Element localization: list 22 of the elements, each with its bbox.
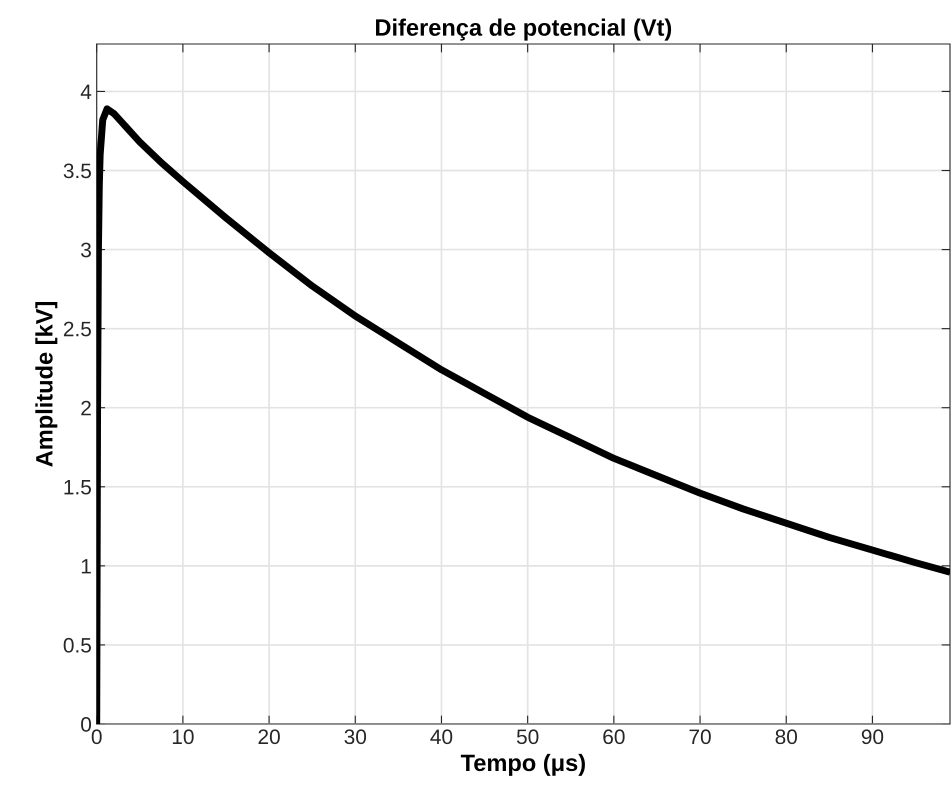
- x-tick-label: 60: [603, 729, 625, 744]
- y-tick-label: 2.5: [64, 322, 91, 336]
- x-tick-label: 20: [258, 729, 280, 744]
- x-tick-label: 80: [776, 729, 798, 744]
- y-tick-label: 3: [81, 242, 91, 258]
- y-tick-label: 4: [80, 84, 92, 99]
- x-tick-label: 90: [862, 729, 884, 744]
- y-tick-label: 1.5: [64, 480, 91, 495]
- y-tick-label: 2: [81, 400, 91, 416]
- x-tick-label: 40: [430, 729, 452, 744]
- y-axis-title: Amplitude [kV]: [35, 302, 58, 467]
- chart-title: Diferença de potencial (Vt): [376, 18, 672, 41]
- y-tick-label: 1: [82, 559, 91, 574]
- x-tick-label: 30: [344, 729, 366, 744]
- x-tick-label: 70: [690, 729, 711, 744]
- x-tick-label: 10: [172, 729, 194, 744]
- x-tick-label: 50: [516, 729, 538, 744]
- y-tick-label: 3.5: [64, 164, 91, 178]
- x-axis-title: Tempo (μs): [460, 754, 585, 776]
- x-tick-label: 0: [92, 729, 102, 744]
- y-tick-label: 0.5: [64, 638, 91, 653]
- y-tick-label: 0: [81, 717, 92, 732]
